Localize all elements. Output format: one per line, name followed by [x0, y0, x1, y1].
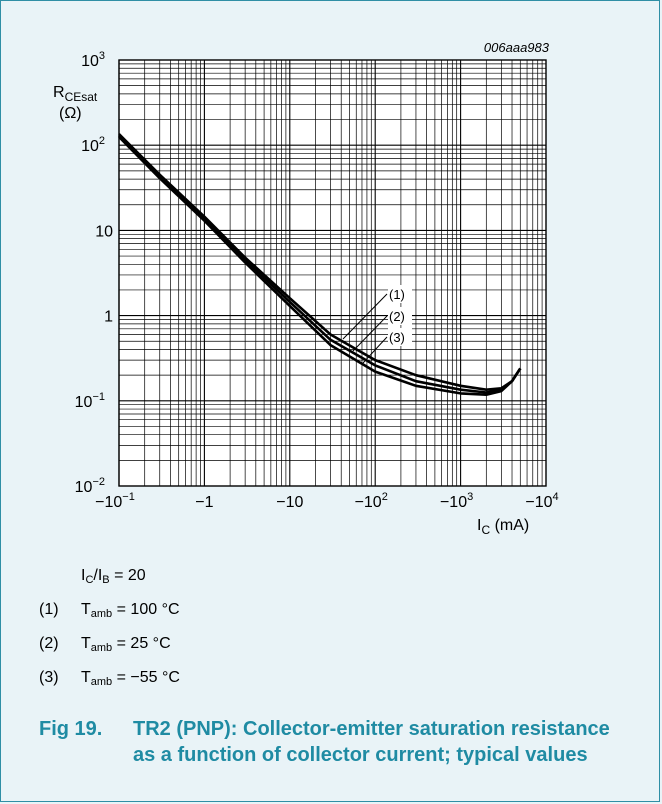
legend-value: = −55 °C — [112, 669, 180, 686]
legend-item-2: (2) Tamb = 25 °C — [39, 635, 171, 654]
ratio-a: I — [81, 567, 86, 584]
figure-id: 006aaa983 — [484, 40, 550, 55]
ratio-condition: IC/IB = 20 — [81, 567, 146, 586]
y-tick-label: 10−2 — [75, 476, 105, 496]
ratio-b-sub: B — [102, 574, 110, 586]
x-tick-label: −102 — [355, 491, 388, 511]
series-leader-3 — [362, 336, 388, 364]
x-tick-label: −103 — [440, 491, 473, 511]
x-tick-label: −104 — [525, 491, 558, 511]
figure-caption: Fig 19. TR2 (PNP): Collector-emitter satu… — [39, 716, 639, 768]
chart: 10−2 10−1 1 10 102 103 −10−1 −1 −10 −102 −103 −104 R… — [53, 40, 559, 537]
y-axis-unit: (Ω) — [59, 105, 82, 122]
legend-value: = 25 °C — [112, 635, 171, 652]
caption-number: Fig 19. — [39, 718, 103, 740]
y-axis-label: RCEsat — [53, 84, 98, 104]
legend-item-3: (3) Tamb = −55 °C — [39, 669, 180, 688]
series-label-3: (3) — [389, 330, 405, 345]
x-tick-label: −10−1 — [95, 491, 135, 511]
series-label-bg — [388, 328, 412, 346]
y-tick-label: 1 — [104, 309, 113, 326]
legend-id: (3) — [39, 669, 59, 686]
ratio-a-sub: C — [85, 574, 94, 586]
plot-border — [118, 59, 547, 487]
series-label-1: (1) — [389, 287, 405, 302]
x-tick-label: −1 — [195, 494, 213, 511]
legend-symbol: T — [81, 635, 91, 652]
legend-item-1: (1) Tamb = 100 °C — [39, 601, 180, 620]
caption-text: TR2 (PNP): Collector-emitter saturation … — [133, 718, 610, 766]
y-tick-label: 103 — [81, 50, 105, 70]
series-label-bg — [388, 307, 412, 325]
legend-id: (2) — [39, 635, 59, 652]
legend-id: (1) — [39, 601, 59, 618]
series-leader-2 — [352, 315, 388, 352]
y-tick-label: 102 — [81, 135, 105, 155]
plot-area — [119, 60, 546, 486]
y-tick-label: 10 — [95, 223, 113, 240]
series-leader-1 — [342, 293, 388, 340]
x-axis-label: IC (mA) — [477, 517, 529, 537]
legend-sub: amb — [90, 642, 113, 654]
x-tick-label: −10 — [276, 494, 303, 511]
series-line-3 — [118, 135, 522, 397]
legend-symbol: T — [81, 601, 91, 618]
series-label-2: (2) — [389, 309, 405, 324]
series-label-bg — [388, 285, 412, 303]
ratio-b: /I — [93, 567, 103, 584]
y-tick-label: 10−1 — [75, 391, 105, 411]
legend-symbol: T — [81, 669, 91, 686]
legend-sub: amb — [90, 608, 113, 620]
legend-sub: amb — [90, 676, 113, 688]
ratio-rest: = 20 — [109, 567, 146, 584]
legend-value: = 100 °C — [112, 601, 180, 618]
